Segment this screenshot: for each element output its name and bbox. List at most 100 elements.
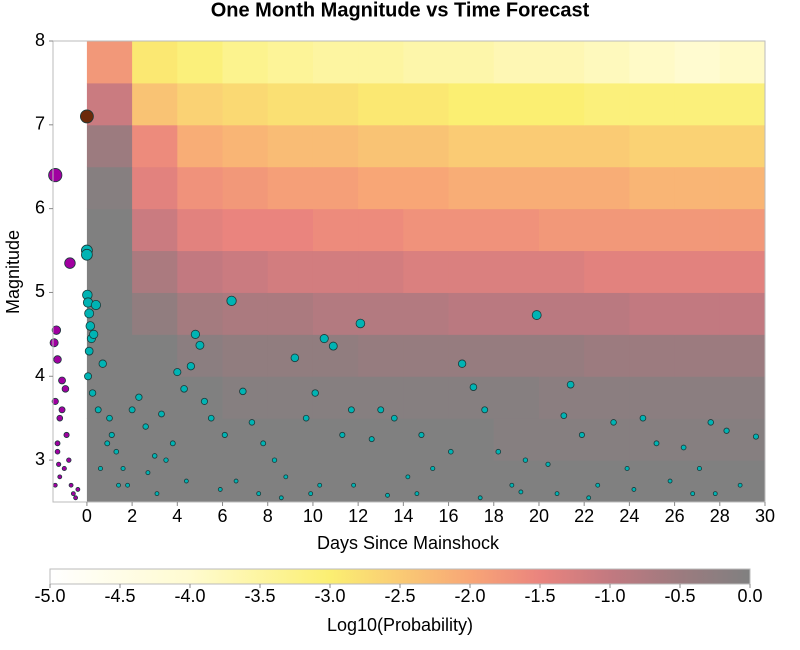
data-point xyxy=(89,329,99,339)
data-point xyxy=(302,414,310,422)
heat-cell xyxy=(86,376,133,419)
x-tick-label: 0 xyxy=(82,506,92,526)
heat-cell xyxy=(674,376,721,419)
heat-cell xyxy=(358,460,404,503)
heat-cell xyxy=(358,418,404,461)
data-point xyxy=(578,431,585,438)
data-point xyxy=(457,359,467,368)
heat-cell xyxy=(222,376,269,419)
heat-cell xyxy=(719,292,766,335)
data-point xyxy=(385,492,390,498)
data-point xyxy=(180,385,188,393)
heat-cell xyxy=(177,376,224,419)
heat-cell xyxy=(448,250,495,293)
colorbar-tick-label: -4.0 xyxy=(174,586,205,606)
heat-cell xyxy=(267,376,314,419)
heat-cell xyxy=(629,334,676,377)
data-point xyxy=(248,419,256,426)
heat-cell xyxy=(674,82,721,126)
data-point xyxy=(418,431,425,438)
scatter xyxy=(48,109,759,501)
y-tick-label: 5 xyxy=(35,281,45,301)
heat-cell xyxy=(403,334,450,377)
heat-cell xyxy=(177,124,224,168)
heat-cell xyxy=(448,166,495,210)
heat-cell xyxy=(312,208,359,252)
heat-cell xyxy=(538,376,585,419)
data-point xyxy=(108,431,115,438)
colorbar-tick-label: -2.0 xyxy=(454,586,485,606)
heat-cell xyxy=(538,334,585,377)
heat-cell xyxy=(222,250,269,293)
data-point xyxy=(226,295,237,306)
x-tick-label: 16 xyxy=(439,506,459,526)
heat-cell xyxy=(629,124,676,168)
heat-cell xyxy=(584,166,630,210)
heat-cell xyxy=(132,41,178,84)
heat-cell xyxy=(493,124,540,168)
data-point xyxy=(566,380,575,389)
heat-cell xyxy=(538,292,585,335)
data-point xyxy=(723,427,730,434)
data-point xyxy=(347,406,355,414)
heat-cell xyxy=(538,41,585,84)
data-point xyxy=(58,376,66,385)
heat-cell xyxy=(86,208,133,252)
data-point xyxy=(233,478,239,484)
x-tick-label: 6 xyxy=(218,506,228,526)
x-tick-label: 26 xyxy=(665,506,685,526)
data-point xyxy=(481,406,489,414)
x-tick-label: 10 xyxy=(303,506,323,526)
data-point xyxy=(239,387,247,396)
data-point xyxy=(70,491,76,497)
heat-cell xyxy=(132,292,178,335)
heat-cell xyxy=(312,166,359,210)
heat-cell xyxy=(312,460,359,503)
heat-cell xyxy=(403,376,450,419)
colorbar-label: Log10(Probability) xyxy=(327,615,473,635)
heat-cell xyxy=(177,292,224,335)
heat-cell xyxy=(538,166,585,210)
heat-cell xyxy=(719,250,766,293)
heat-cell xyxy=(358,124,404,168)
x-axis-label: Days Since Mainshock xyxy=(317,533,500,553)
data-point xyxy=(430,465,436,471)
heat-cell xyxy=(177,82,224,126)
heat-cell xyxy=(403,41,450,84)
x-tick-label: 24 xyxy=(619,506,639,526)
chart-title: One Month Magnitude vs Time Forecast xyxy=(211,0,590,21)
data-point xyxy=(61,385,70,393)
heat-cell xyxy=(674,41,721,84)
x-tick-label: 2 xyxy=(127,506,137,526)
heat-cell xyxy=(267,208,314,252)
heat-cell xyxy=(132,460,178,503)
heat-cell xyxy=(719,41,766,84)
heat-cell xyxy=(493,460,540,503)
heat-cell xyxy=(584,292,630,335)
data-point xyxy=(667,478,673,484)
data-point xyxy=(85,321,96,331)
x-tick-label: 18 xyxy=(484,506,504,526)
heat-cell xyxy=(448,376,495,419)
heat-cell xyxy=(674,208,721,252)
heat-cell xyxy=(267,41,314,84)
data-point xyxy=(595,482,601,488)
heat-cell xyxy=(448,124,495,168)
heat-cell xyxy=(584,82,630,126)
heat-cell xyxy=(312,41,359,84)
data-point xyxy=(610,419,617,426)
data-point xyxy=(624,465,630,471)
heat-cell xyxy=(403,418,450,461)
x-tick-label: 4 xyxy=(172,506,182,526)
heat-cell xyxy=(493,41,540,84)
heat-cell xyxy=(132,82,178,126)
data-point xyxy=(49,338,59,348)
heat-cell xyxy=(538,418,585,461)
data-point xyxy=(737,482,743,488)
heat-cell xyxy=(222,334,269,377)
heat-cell xyxy=(358,250,404,293)
data-point xyxy=(48,168,63,183)
data-point xyxy=(256,491,262,497)
